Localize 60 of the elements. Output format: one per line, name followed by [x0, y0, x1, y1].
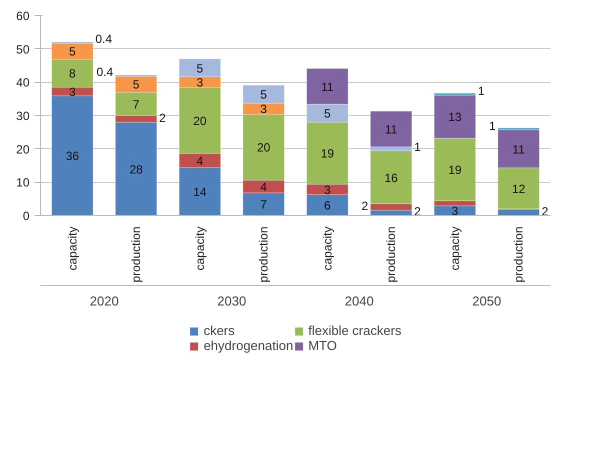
data-label: 1 [478, 84, 485, 98]
data-label: 3 [196, 76, 204, 90]
legend-label: ehydrogenation [204, 338, 294, 353]
data-label: 1 [489, 118, 496, 133]
data-label: 20 [256, 140, 271, 155]
y-tick-label: 20 [16, 142, 30, 156]
data-label: 0.4 [95, 32, 112, 46]
x-tick-label: production [256, 226, 271, 283]
data-label: 4 [196, 154, 204, 168]
text: 2030 [217, 294, 246, 308]
data-label: 1 [414, 140, 422, 154]
y-tick-label: 10 [16, 176, 30, 190]
data-label: 13 [448, 110, 462, 124]
x-tick-label: production [512, 226, 526, 283]
data-label: 20 [193, 114, 207, 128]
bar [370, 110, 412, 148]
data-label: 2 [159, 111, 166, 126]
data-label: 3 [324, 182, 332, 197]
legend-label: MTO [308, 338, 337, 353]
text: 2020 [90, 294, 119, 308]
data-label: 5 [69, 44, 76, 59]
data-label: 19 [320, 146, 334, 161]
data-label: 4 [260, 180, 268, 194]
legend-label: flexible crackers [308, 323, 402, 338]
data-label: 14 [193, 185, 207, 199]
y-tick-label: 30 [16, 109, 30, 123]
data-label: 2 [362, 199, 368, 214]
x-tick-label: production [129, 226, 144, 283]
data-label: 8 [69, 66, 76, 81]
data-label: 16 [384, 170, 398, 185]
text: 2050 [472, 294, 502, 308]
data-label: 28 [129, 162, 144, 176]
y-tick-label: 0 [22, 209, 30, 223]
data-label: 7 [132, 97, 140, 112]
legend-label: ckers [204, 323, 235, 338]
data-label: 5 [324, 106, 332, 121]
data-label: 5 [260, 88, 268, 102]
text: 2040 [344, 294, 374, 308]
data-label: 19 [448, 163, 462, 177]
data-label: 36 [66, 149, 80, 164]
data-label: 7 [260, 198, 268, 212]
data-label: 0.4 [96, 65, 114, 80]
data-label: 11 [384, 122, 398, 136]
data-label: 5 [196, 61, 204, 76]
x-tick-label: capacity [448, 226, 462, 271]
data-label: 3 [69, 85, 76, 99]
data-label: 11 [321, 80, 334, 94]
data-label: 6 [324, 198, 332, 212]
y-tick-label: 60 [16, 9, 30, 23]
y-tick-label: 40 [16, 76, 30, 90]
x-tick-label: capacity [65, 226, 80, 271]
y-tick-label: 50 [16, 42, 30, 56]
x-tick-label: capacity [320, 226, 334, 271]
x-tick-label: production [384, 226, 398, 283]
data-label: 3 [260, 102, 268, 116]
x-tick-label: capacity [192, 226, 207, 271]
data-label: 3 [452, 204, 459, 218]
data-label: 5 [132, 78, 140, 92]
data-label: 11 [512, 142, 526, 156]
data-label: 12 [512, 182, 526, 196]
